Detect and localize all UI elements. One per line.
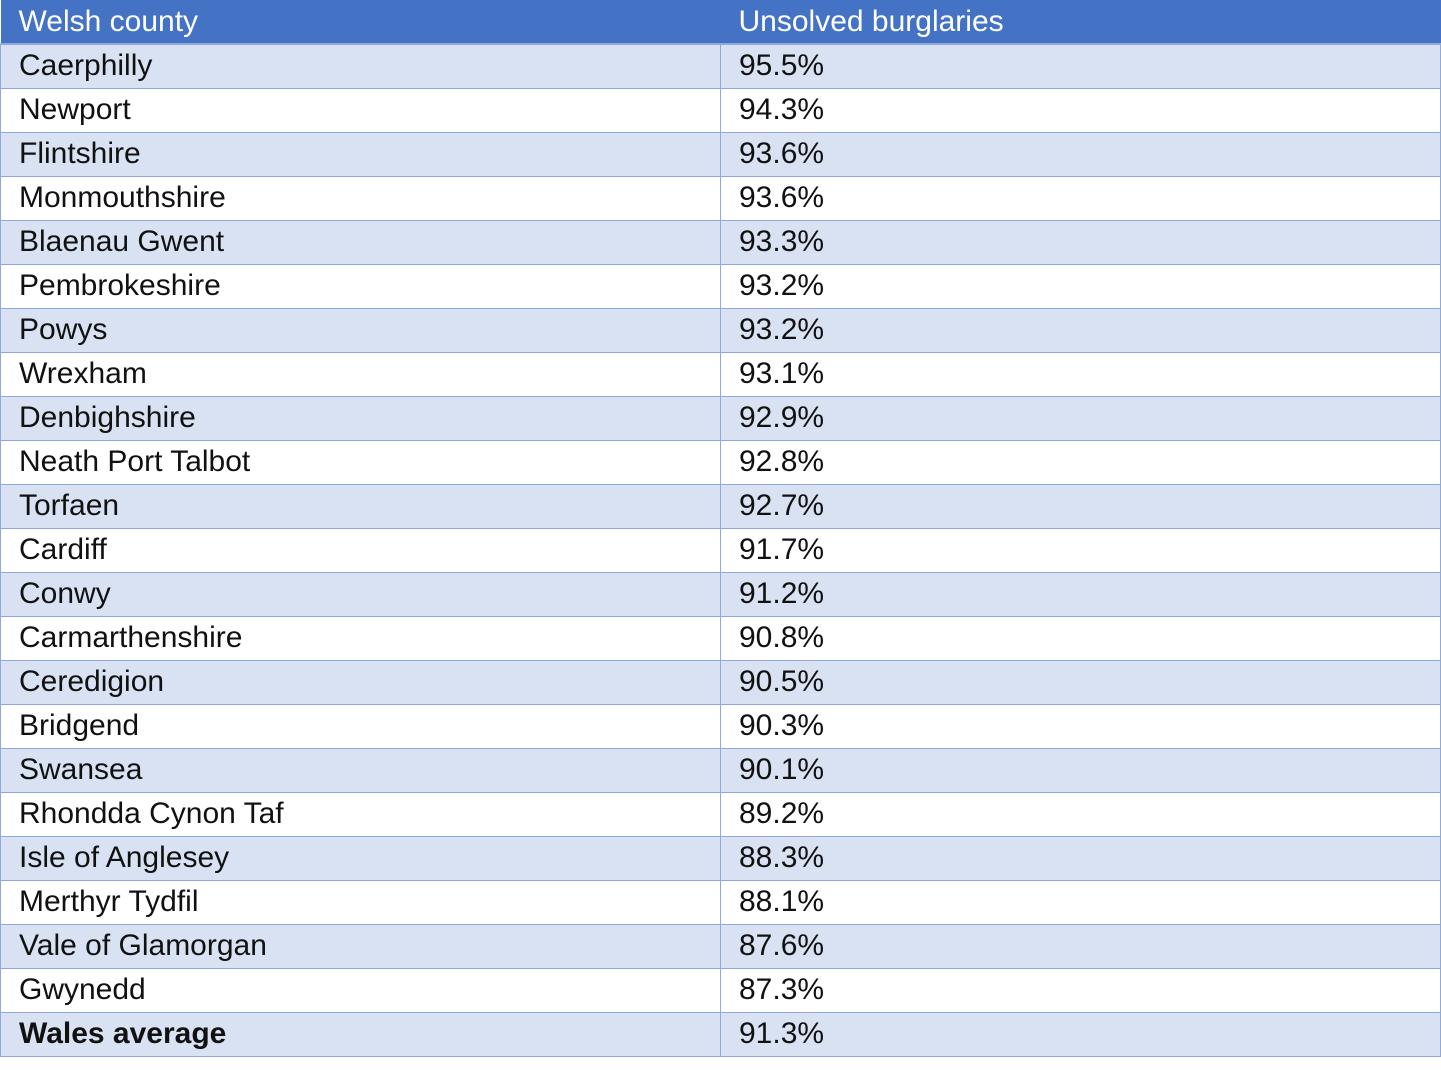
table-body: Caerphilly 95.5% Newport 94.3% Flintshire 93.… <box>0 44 1441 1057</box>
unsolved-percentage-cell: 91.7% <box>720 528 1441 573</box>
county-cell: Pembrokeshire <box>0 264 721 309</box>
table-row: Cardiff 91.7% <box>0 528 1441 573</box>
table-row: Isle of Anglesey 88.3% <box>0 836 1441 881</box>
county-cell: Monmouthshire <box>0 176 721 221</box>
table-row: Swansea 90.1% <box>0 748 1441 793</box>
unsolved-percentage-cell: 93.6% <box>720 176 1441 221</box>
county-cell: Newport <box>0 88 721 133</box>
unsolved-percentage-cell: 93.2% <box>720 308 1441 353</box>
table-row: Wrexham 93.1% <box>0 352 1441 397</box>
header-row: Welsh county Unsolved burglaries <box>0 0 1441 45</box>
unsolved-percentage-cell: 90.8% <box>720 616 1441 661</box>
unsolved-percentage-cell: 87.3% <box>720 968 1441 1013</box>
table-row: Newport 94.3% <box>0 88 1441 133</box>
county-cell: Torfaen <box>0 484 721 529</box>
county-cell: Rhondda Cynon Taf <box>0 792 721 837</box>
table-row: Conwy 91.2% <box>0 572 1441 617</box>
table-row: Monmouthshire 93.6% <box>0 176 1441 221</box>
total-row: Wales average 91.3% <box>0 1012 1441 1057</box>
table-row: Flintshire 93.6% <box>0 132 1441 177</box>
table-row: Neath Port Talbot 92.8% <box>0 440 1441 485</box>
unsolved-percentage-cell: 88.3% <box>720 836 1441 881</box>
county-cell: Flintshire <box>0 132 721 177</box>
table-row: Denbighshire 92.9% <box>0 396 1441 441</box>
table-row: Torfaen 92.7% <box>0 484 1441 529</box>
county-cell: Blaenau Gwent <box>0 220 721 265</box>
table-row: Vale of Glamorgan 87.6% <box>0 924 1441 969</box>
table-row: Pembrokeshire 93.2% <box>0 264 1441 309</box>
unsolved-percentage-cell: 92.9% <box>720 396 1441 441</box>
unsolved-percentage-cell: 90.3% <box>720 704 1441 749</box>
table-row: Powys 93.2% <box>0 308 1441 353</box>
header-unsolved-burglaries: Unsolved burglaries <box>720 0 1441 45</box>
county-cell: Vale of Glamorgan <box>0 924 721 969</box>
table-header: Welsh county Unsolved burglaries <box>0 0 1441 45</box>
table-row: Blaenau Gwent 93.3% <box>0 220 1441 265</box>
county-cell: Carmarthenshire <box>0 616 721 661</box>
county-cell: Neath Port Talbot <box>0 440 721 485</box>
county-cell: Swansea <box>0 748 721 793</box>
unsolved-percentage-cell: 93.6% <box>720 132 1441 177</box>
unsolved-percentage-cell: 89.2% <box>720 792 1441 837</box>
county-cell: Ceredigion <box>0 660 721 705</box>
unsolved-percentage-cell: 87.6% <box>720 924 1441 969</box>
county-cell: Bridgend <box>0 704 721 749</box>
county-cell: Cardiff <box>0 528 721 573</box>
unsolved-percentage-cell: 92.7% <box>720 484 1441 529</box>
county-cell: Gwynedd <box>0 968 721 1013</box>
unsolved-percentage-cell: 93.1% <box>720 352 1441 397</box>
table-row: Ceredigion 90.5% <box>0 660 1441 705</box>
unsolved-percentage-cell: 91.3% <box>720 1012 1441 1057</box>
table-row: Gwynedd 87.3% <box>0 968 1441 1013</box>
table-row: Merthyr Tydfil 88.1% <box>0 880 1441 925</box>
unsolved-percentage-cell: 92.8% <box>720 440 1441 485</box>
county-cell: Isle of Anglesey <box>0 836 721 881</box>
table-row: Caerphilly 95.5% <box>0 44 1441 89</box>
county-cell: Denbighshire <box>0 396 721 441</box>
unsolved-percentage-cell: 91.2% <box>720 572 1441 617</box>
county-cell: Conwy <box>0 572 721 617</box>
unsolved-percentage-cell: 93.3% <box>720 220 1441 265</box>
county-cell: Caerphilly <box>0 44 721 89</box>
table-row: Carmarthenshire 90.8% <box>0 616 1441 661</box>
table-row: Bridgend 90.3% <box>0 704 1441 749</box>
unsolved-percentage-cell: 93.2% <box>720 264 1441 309</box>
table-row: Rhondda Cynon Taf 89.2% <box>0 792 1441 837</box>
unsolved-percentage-cell: 88.1% <box>720 880 1441 925</box>
unsolved-percentage-cell: 90.1% <box>720 748 1441 793</box>
county-cell: Wrexham <box>0 352 721 397</box>
unsolved-percentage-cell: 95.5% <box>720 44 1441 89</box>
unsolved-percentage-cell: 90.5% <box>720 660 1441 705</box>
header-county: Welsh county <box>0 0 721 45</box>
county-cell: Wales average <box>0 1012 721 1057</box>
unsolved-percentage-cell: 94.3% <box>720 88 1441 133</box>
county-cell: Merthyr Tydfil <box>0 880 721 925</box>
county-cell: Powys <box>0 308 721 353</box>
